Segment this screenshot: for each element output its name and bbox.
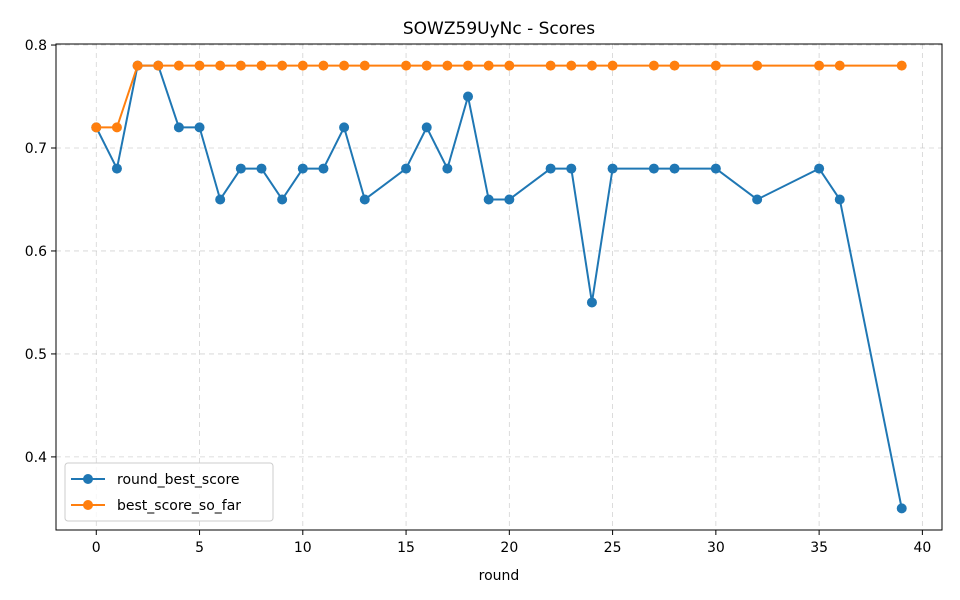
legend-item: round_best_score bbox=[71, 472, 240, 488]
data-point bbox=[297, 163, 308, 174]
y-tick-label: 0.7 bbox=[25, 141, 47, 157]
data-point bbox=[586, 60, 597, 71]
y-tick-label: 0.4 bbox=[25, 450, 47, 466]
plot-frame bbox=[55, 43, 943, 531]
x-tick-label: 15 bbox=[397, 540, 415, 556]
data-point bbox=[669, 163, 680, 174]
data-point bbox=[483, 60, 494, 71]
data-point bbox=[132, 60, 143, 71]
data-point bbox=[566, 163, 577, 174]
data-point bbox=[710, 60, 721, 71]
legend-label: round_best_score bbox=[117, 472, 240, 488]
data-point bbox=[111, 122, 122, 133]
tick-layer: 0 5 10 15 20 25 30 35 40 0.4 0.5 0.6 0.7 0.8 bbox=[25, 38, 932, 556]
data-point bbox=[669, 60, 680, 71]
x-tick-label: 30 bbox=[707, 540, 725, 556]
data-point bbox=[896, 503, 907, 514]
data-point bbox=[421, 60, 432, 71]
x-tick-label: 10 bbox=[294, 540, 312, 556]
data-point bbox=[235, 163, 246, 174]
data-point bbox=[339, 60, 350, 71]
data-point bbox=[318, 163, 329, 174]
data-point bbox=[814, 60, 825, 71]
data-point bbox=[504, 60, 515, 71]
legend-label: best_score_so_far bbox=[117, 498, 241, 514]
data-point bbox=[752, 194, 763, 205]
data-point bbox=[256, 60, 267, 71]
data-point bbox=[421, 122, 432, 133]
legend-marker bbox=[83, 474, 93, 484]
data-point bbox=[545, 163, 556, 174]
data-point bbox=[586, 297, 597, 308]
data-point bbox=[504, 194, 515, 205]
x-tick-label: 0 bbox=[92, 540, 101, 556]
data-point bbox=[463, 91, 474, 102]
data-point bbox=[648, 163, 659, 174]
data-point bbox=[710, 163, 721, 174]
data-point bbox=[277, 194, 288, 205]
data-point bbox=[153, 60, 164, 71]
data-point bbox=[359, 60, 370, 71]
data-point bbox=[834, 194, 845, 205]
data-point bbox=[194, 60, 205, 71]
data-point bbox=[318, 60, 329, 71]
data-point bbox=[752, 60, 763, 71]
y-tick-label: 0.6 bbox=[25, 244, 47, 260]
chart-title: SOWZ59UyNc - Scores bbox=[403, 19, 595, 39]
data-point bbox=[215, 60, 226, 71]
data-point bbox=[235, 60, 246, 71]
data-point bbox=[442, 163, 453, 174]
legend: round_best_score best_score_so_far bbox=[64, 462, 274, 522]
x-tick-label: 25 bbox=[604, 540, 622, 556]
series-layer bbox=[91, 60, 907, 514]
data-point bbox=[401, 163, 412, 174]
data-point bbox=[442, 60, 453, 71]
data-point bbox=[339, 122, 350, 133]
data-point bbox=[896, 60, 907, 71]
y-tick-label: 0.5 bbox=[25, 347, 47, 363]
data-point bbox=[297, 60, 308, 71]
data-point bbox=[814, 163, 825, 174]
data-point bbox=[648, 60, 659, 71]
data-point bbox=[401, 60, 412, 71]
data-point bbox=[566, 60, 577, 71]
data-point bbox=[194, 122, 205, 133]
series-best_score_so_far bbox=[91, 60, 907, 133]
legend-marker bbox=[83, 500, 93, 510]
data-point bbox=[173, 60, 184, 71]
x-tick-label: 40 bbox=[913, 540, 931, 556]
data-point bbox=[483, 194, 494, 205]
data-point bbox=[607, 163, 618, 174]
data-point bbox=[545, 60, 556, 71]
x-tick-label: 35 bbox=[810, 540, 828, 556]
data-point bbox=[256, 163, 267, 174]
data-point bbox=[463, 60, 474, 71]
data-point bbox=[607, 60, 618, 71]
data-point bbox=[111, 163, 122, 174]
legend-item: best_score_so_far bbox=[71, 498, 241, 514]
y-tick-label: 0.8 bbox=[25, 38, 47, 54]
x-tick-label: 20 bbox=[500, 540, 518, 556]
data-point bbox=[173, 122, 184, 133]
data-point bbox=[215, 194, 226, 205]
data-point bbox=[834, 60, 845, 71]
data-point bbox=[91, 122, 102, 133]
data-point bbox=[359, 194, 370, 205]
grid-layer bbox=[56, 44, 942, 530]
data-point bbox=[277, 60, 288, 71]
x-tick-label: 5 bbox=[195, 540, 204, 556]
legend-box bbox=[64, 462, 274, 522]
x-axis-label: round bbox=[479, 568, 520, 584]
